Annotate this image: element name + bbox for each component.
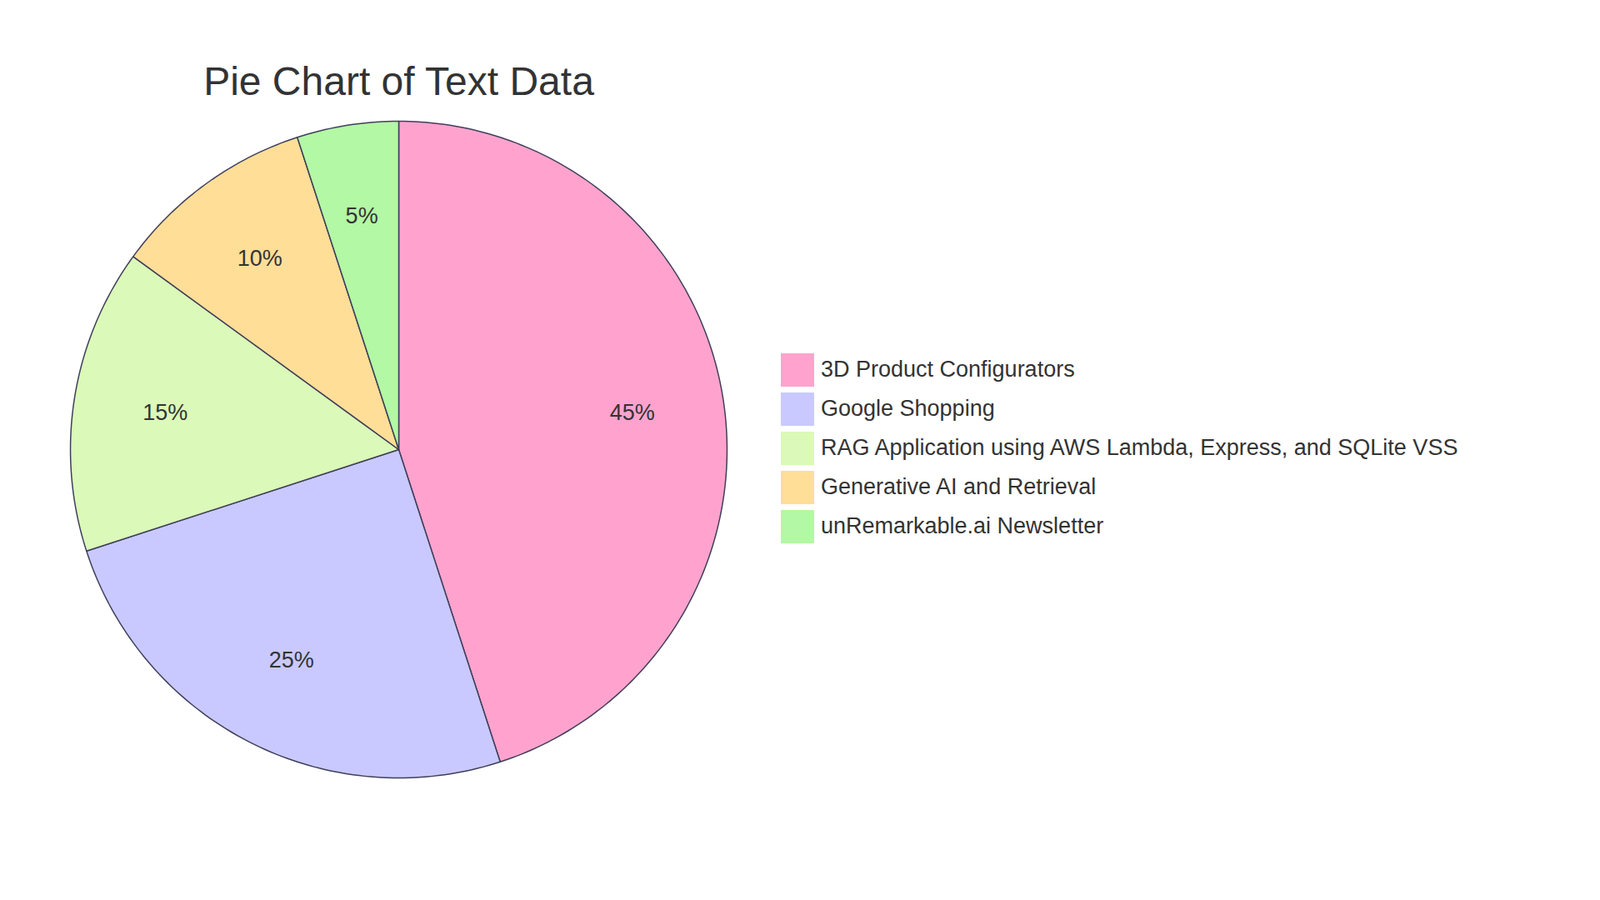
html-text:Google Shopping: Google Shopping [820,395,995,421]
html-text:Generative AI and Retrieval: Generative AI and Retrieval [820,474,1096,500]
html-text:3D Product Configurators: 3D Product Configurators [820,356,1075,382]
svg-text:45%: 45% [610,400,655,425]
svg-text:5%: 5% [345,203,379,229]
html-text:RAG Application using AWS Lamb: RAG Application using AWS Lambda, Expres… [820,435,1458,460]
svg-text:25%: 25% [269,647,315,673]
svg-text:10%: 10% [237,245,283,271]
html-text:unRemarkable.ai Newsletter: unRemarkable.ai Newsletter [820,513,1104,539]
svg-text:Pie Chart of Text Data: Pie Chart of Text Data [203,59,595,104]
svg-text:15%: 15% [142,400,188,425]
